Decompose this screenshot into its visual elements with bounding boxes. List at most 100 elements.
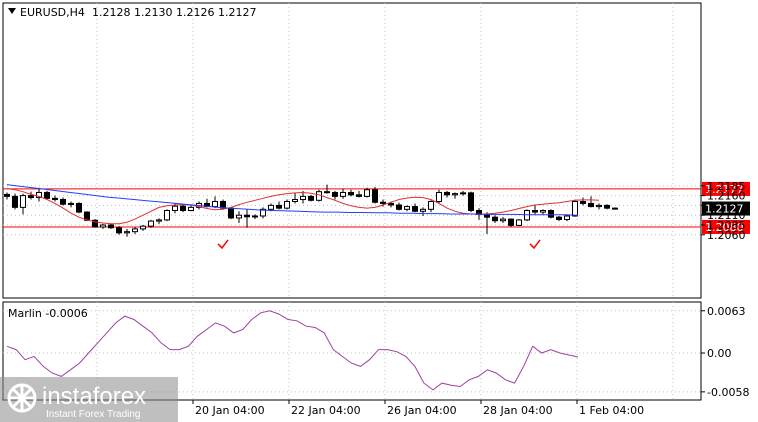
- candle: [452, 192, 458, 199]
- candle-body: [596, 204, 602, 208]
- candle: [596, 203, 602, 210]
- candle-body: [292, 199, 298, 202]
- candle-body: [396, 204, 402, 210]
- candle: [580, 197, 586, 206]
- price-panel[interactable]: 1.2177 1.2080 EURUSD,H4 1.2128 1.2130 1.2…: [2, 2, 750, 299]
- candle-body: [244, 214, 250, 218]
- candle: [508, 218, 514, 227]
- candle-body: [556, 216, 562, 221]
- ma-fast-line: [6, 188, 600, 225]
- watermark-tagline: Instant Forex Trading: [46, 409, 141, 420]
- candle-body: [460, 192, 466, 195]
- candle-body: [252, 215, 258, 218]
- candle-body: [132, 228, 138, 233]
- candle-body: [404, 206, 410, 210]
- oscillator-tick-label: 0.00: [707, 347, 732, 360]
- candle: [516, 219, 522, 227]
- candle-body: [236, 214, 242, 219]
- price-tick-label: 1.2185: [707, 180, 746, 193]
- candle: [52, 195, 58, 202]
- candle-body: [28, 195, 34, 199]
- chart-header: EURUSD,H4 1.2128 1.2130 1.2126 1.2127: [8, 6, 256, 19]
- candle: [372, 186, 378, 204]
- candle-body: [564, 215, 570, 221]
- check-icon: [529, 239, 541, 250]
- candle: [332, 190, 338, 200]
- candle-body: [76, 202, 82, 213]
- candle-body: [348, 191, 354, 196]
- candle-body: [52, 197, 58, 201]
- price-panel-border: [2, 2, 702, 299]
- oscillator-tick-label: 0.0063: [707, 305, 746, 318]
- candle: [404, 205, 410, 212]
- candle-body: [580, 200, 586, 204]
- candle-body: [172, 205, 178, 211]
- candle: [156, 218, 162, 224]
- check-markers: [217, 239, 541, 250]
- collapse-arrow-icon[interactable]: [8, 8, 16, 14]
- marlin-line: [6, 310, 579, 391]
- candle: [356, 190, 362, 198]
- candle-body: [532, 209, 538, 213]
- candle: [348, 189, 354, 197]
- candle: [236, 211, 242, 224]
- time-tick-label: 28 Jan 04:00: [483, 404, 553, 417]
- candle-body: [380, 201, 386, 204]
- candle: [500, 217, 506, 224]
- candle: [396, 202, 402, 211]
- candle: [444, 190, 450, 198]
- candle-body: [548, 209, 554, 218]
- candle-body: [604, 204, 610, 209]
- candle-body: [540, 209, 546, 213]
- candle: [44, 190, 50, 200]
- candle: [140, 225, 146, 231]
- candle: [180, 204, 186, 213]
- candle: [556, 215, 562, 222]
- candle: [340, 188, 346, 199]
- candle: [420, 207, 426, 216]
- candle-body: [444, 191, 450, 196]
- candle-body: [180, 205, 186, 211]
- candle-body: [220, 200, 226, 209]
- candle-body: [612, 207, 618, 210]
- candle: [572, 199, 578, 217]
- candle-body: [412, 206, 418, 212]
- level-tag-label: 1.2080: [705, 221, 744, 234]
- candle-body: [500, 218, 506, 222]
- candle: [492, 215, 498, 224]
- current-price-tag: [702, 201, 750, 216]
- oscillator-axis[interactable]: 0.0063 0.00 -0.0058: [701, 305, 749, 399]
- price-axis[interactable]: 1.21851.21601.21351.21101.20851.20601.21…: [701, 180, 750, 242]
- candle: [548, 209, 554, 219]
- candle: [532, 205, 538, 215]
- candle: [100, 223, 106, 229]
- candle: [308, 194, 314, 202]
- time-axis[interactable]: 20 Jan 04:00 22 Jan 04:00 26 Jan 04:00 28 J…: [192, 400, 644, 417]
- candle: [428, 200, 434, 213]
- instaforex-watermark: instaforex Instant Forex Trading: [0, 377, 178, 422]
- candle-body: [492, 216, 498, 222]
- time-tick-label: 1 Feb 04:00: [579, 404, 644, 417]
- candle: [60, 197, 66, 206]
- candle-body: [516, 219, 522, 226]
- instaforex-logo-icon: [7, 383, 37, 413]
- candle: [612, 207, 618, 210]
- candle-body: [588, 202, 594, 208]
- candle-body: [148, 220, 154, 227]
- candle-body: [100, 224, 106, 228]
- candle: [164, 209, 170, 222]
- symbol-label: EURUSD,H4: [20, 6, 85, 19]
- candle: [284, 199, 290, 210]
- candle: [132, 226, 138, 235]
- candle-body: [4, 193, 10, 197]
- candle-body: [92, 219, 98, 228]
- level-tag: [702, 219, 750, 234]
- candle-body: [20, 195, 26, 208]
- check-icon: [217, 239, 229, 250]
- time-tick-label: 26 Jan 04:00: [387, 404, 457, 417]
- candle: [564, 214, 570, 222]
- candle: [588, 196, 594, 208]
- candle-body: [276, 204, 282, 209]
- candle-body: [452, 193, 458, 196]
